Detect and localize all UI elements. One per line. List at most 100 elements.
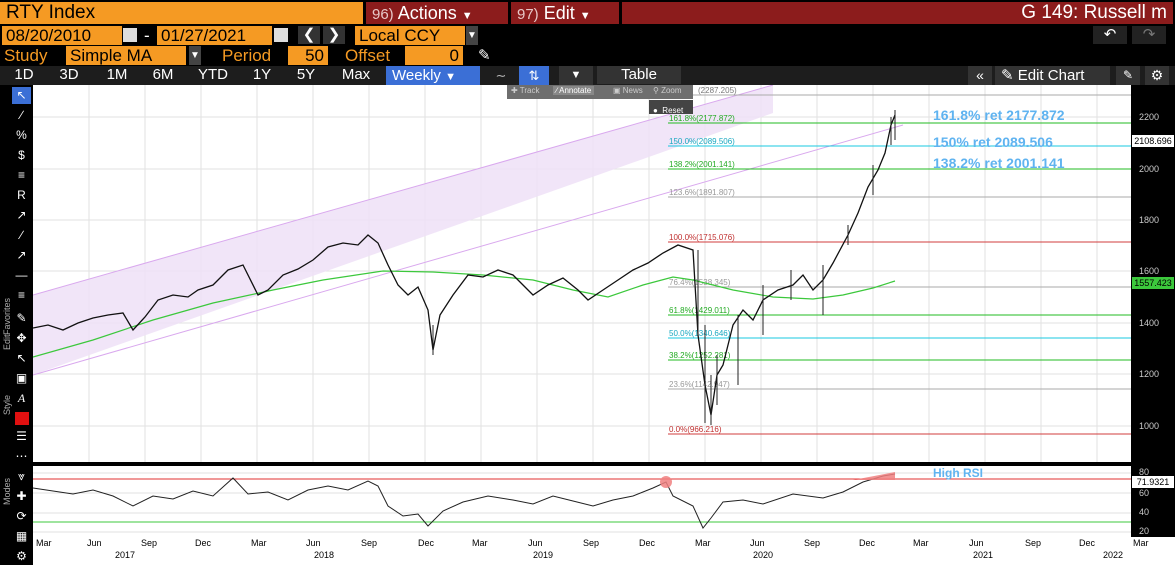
frequency-label: Weekly (392, 67, 441, 84)
annotate-button[interactable]: ∕ Annotate (553, 86, 595, 95)
last-price-label: 2108.696 (1132, 135, 1174, 147)
chevron-down-icon[interactable]: ▼ (559, 66, 593, 85)
fib-label-618: 61.8%(1429.011) (669, 306, 730, 315)
percent-icon[interactable]: % (16, 128, 27, 142)
range-1y[interactable]: 1Y (244, 66, 280, 84)
fib-lines (668, 94, 1131, 435)
study-select[interactable]: Simple MA (66, 46, 186, 65)
currency-select[interactable]: Local CCY (355, 26, 465, 45)
x-month: Dec (195, 538, 212, 548)
table-button[interactable]: Table (597, 66, 681, 84)
calendar-icon[interactable] (123, 28, 137, 42)
x-month: Mar (695, 538, 711, 548)
dollar-icon[interactable]: $ (18, 148, 25, 162)
chevron-down-icon[interactable]: ▼ (189, 46, 201, 65)
annotation-1382[interactable]: 138.2% ret 2001.141 (933, 155, 1065, 171)
back-arrow-icon[interactable]: ❮ (298, 26, 320, 44)
start-date-field[interactable]: 08/20/2010 (2, 26, 122, 45)
price-chart[interactable]: (2287.205) 161.8%(2177.872) 150.0%(2089.… (33, 85, 1131, 462)
rsi-last-label: 71.9321 (1132, 476, 1174, 488)
y-tick-2200: 2200 (1139, 112, 1160, 122)
rsi-chart[interactable]: High RSI (33, 466, 1131, 537)
annotation-1618[interactable]: 161.8% ret 2177.872 (933, 107, 1065, 123)
gear-icon[interactable]: ⚙ (16, 549, 27, 563)
range-ytd[interactable]: YTD (191, 66, 235, 84)
line-chart-icon[interactable]: ∼ (495, 68, 507, 83)
redo-icon[interactable]: ↷ (1132, 26, 1166, 44)
edit-tab[interactable]: Edit (2, 334, 12, 350)
period-input[interactable]: 50 (288, 46, 328, 65)
pencil-icon[interactable]: ✎ (16, 311, 27, 325)
forward-arrow-icon[interactable]: ❯ (323, 26, 345, 44)
fibonacci-icon[interactable]: ≡ (17, 168, 25, 182)
pane-divider[interactable] (33, 462, 1131, 466)
x-month: Mar (251, 538, 267, 548)
channel-icon[interactable]: ∕ (20, 228, 23, 242)
fib-label-764: 76.4%(1538.345) (669, 278, 731, 287)
fib-label-150: 150.0%(2089.506) (669, 137, 735, 146)
range-max[interactable]: Max (333, 66, 379, 84)
range-5y[interactable]: 5Y (288, 66, 324, 84)
ray-icon[interactable]: ↗ (16, 248, 27, 262)
r-icon[interactable]: R (17, 188, 26, 202)
line-style-icon[interactable]: ⋯ (15, 449, 28, 463)
hline-icon[interactable]: — (15, 268, 28, 282)
high-rsi-annotation[interactable]: High RSI (933, 466, 983, 480)
trend-icon[interactable]: ↗ (16, 208, 27, 222)
layers-icon[interactable]: ▦ (15, 529, 28, 543)
time-axis: Mar Jun Sep Dec Mar Jun Sep Dec Mar Jun … (33, 537, 1175, 565)
y-tick-1400: 1400 (1139, 318, 1160, 328)
style-tab[interactable]: Style (2, 394, 12, 415)
actions-menu[interactable]: 96) Actions ▼ (366, 2, 508, 24)
frequency-select[interactable]: Weekly ▼ (386, 66, 480, 85)
select-icon[interactable]: ↖ (16, 351, 27, 365)
move-icon[interactable]: ✥ (16, 331, 27, 345)
x-month: Sep (804, 538, 821, 548)
track-button[interactable]: ✚ Track (511, 86, 540, 95)
range-1d[interactable]: 1D (5, 66, 43, 84)
chevron-down-icon[interactable]: ▼ (466, 26, 478, 45)
bar-chart-icon[interactable]: ⇅ (519, 66, 549, 85)
line-weight-icon[interactable]: ☰ (16, 429, 27, 443)
collapse-icon[interactable]: « (968, 66, 992, 85)
offset-input[interactable]: 0 (405, 46, 463, 65)
trend-channel[interactable] (33, 85, 773, 375)
color-swatch[interactable] (15, 412, 29, 425)
calendar-icon[interactable] (274, 28, 288, 42)
edit-menu[interactable]: 97) Edit ▼ (511, 2, 619, 24)
price-line (33, 114, 896, 416)
line-draw-icon[interactable]: ∕ (20, 108, 23, 122)
x-month: Sep (583, 538, 600, 548)
pattern-icon[interactable]: ⩔ (18, 469, 25, 483)
text-icon[interactable]: A (17, 391, 26, 405)
edit-chart-button[interactable]: ✎ Edit Chart (995, 66, 1110, 85)
modes-tab[interactable]: Modes (2, 477, 12, 505)
pen-icon[interactable]: ✎ (478, 47, 491, 64)
range-3d[interactable]: 3D (50, 66, 88, 84)
crosshair-icon[interactable]: ✚ (16, 489, 27, 503)
news-button[interactable]: ▣ News (613, 86, 643, 95)
ticker-field[interactable]: RTY Index (0, 2, 363, 24)
fib-label-50: 50.0%(1340.646) (669, 329, 731, 338)
annotation-150[interactable]: 150% ret 2089.506 (933, 134, 1053, 150)
zoom-button[interactable]: ⚲ Zoom (653, 86, 682, 95)
settings-edit-icon[interactable]: ✎ (1116, 66, 1140, 85)
trash-icon[interactable]: ▣ (15, 371, 28, 385)
range-1m[interactable]: 1M (97, 66, 137, 84)
undo-icon[interactable]: ↶ (1093, 26, 1127, 44)
cursor-icon[interactable]: ↖ (12, 87, 31, 104)
range-6m[interactable]: 6M (143, 66, 183, 84)
refresh-icon[interactable]: ⟳ (16, 509, 27, 523)
fib-label-382: 38.2%(1252.281) (669, 351, 731, 360)
rsi-tick-60: 60 (1139, 488, 1150, 498)
parallel-icon[interactable]: ≡ (17, 288, 25, 302)
gear-icon[interactable]: ⚙ (1145, 66, 1169, 85)
period-label: Period (222, 46, 272, 65)
fib-label-0: 0.0%(966.216) (669, 425, 722, 434)
end-date-field[interactable]: 01/27/2021 (157, 26, 272, 45)
reset-button[interactable]: ● Reset (649, 100, 693, 115)
x-year: 2021 (973, 550, 994, 560)
favorites-tab[interactable]: Favorites (2, 297, 12, 335)
high-rsi-marker-right[interactable] (853, 472, 895, 480)
high-rsi-marker-left[interactable] (660, 476, 672, 488)
